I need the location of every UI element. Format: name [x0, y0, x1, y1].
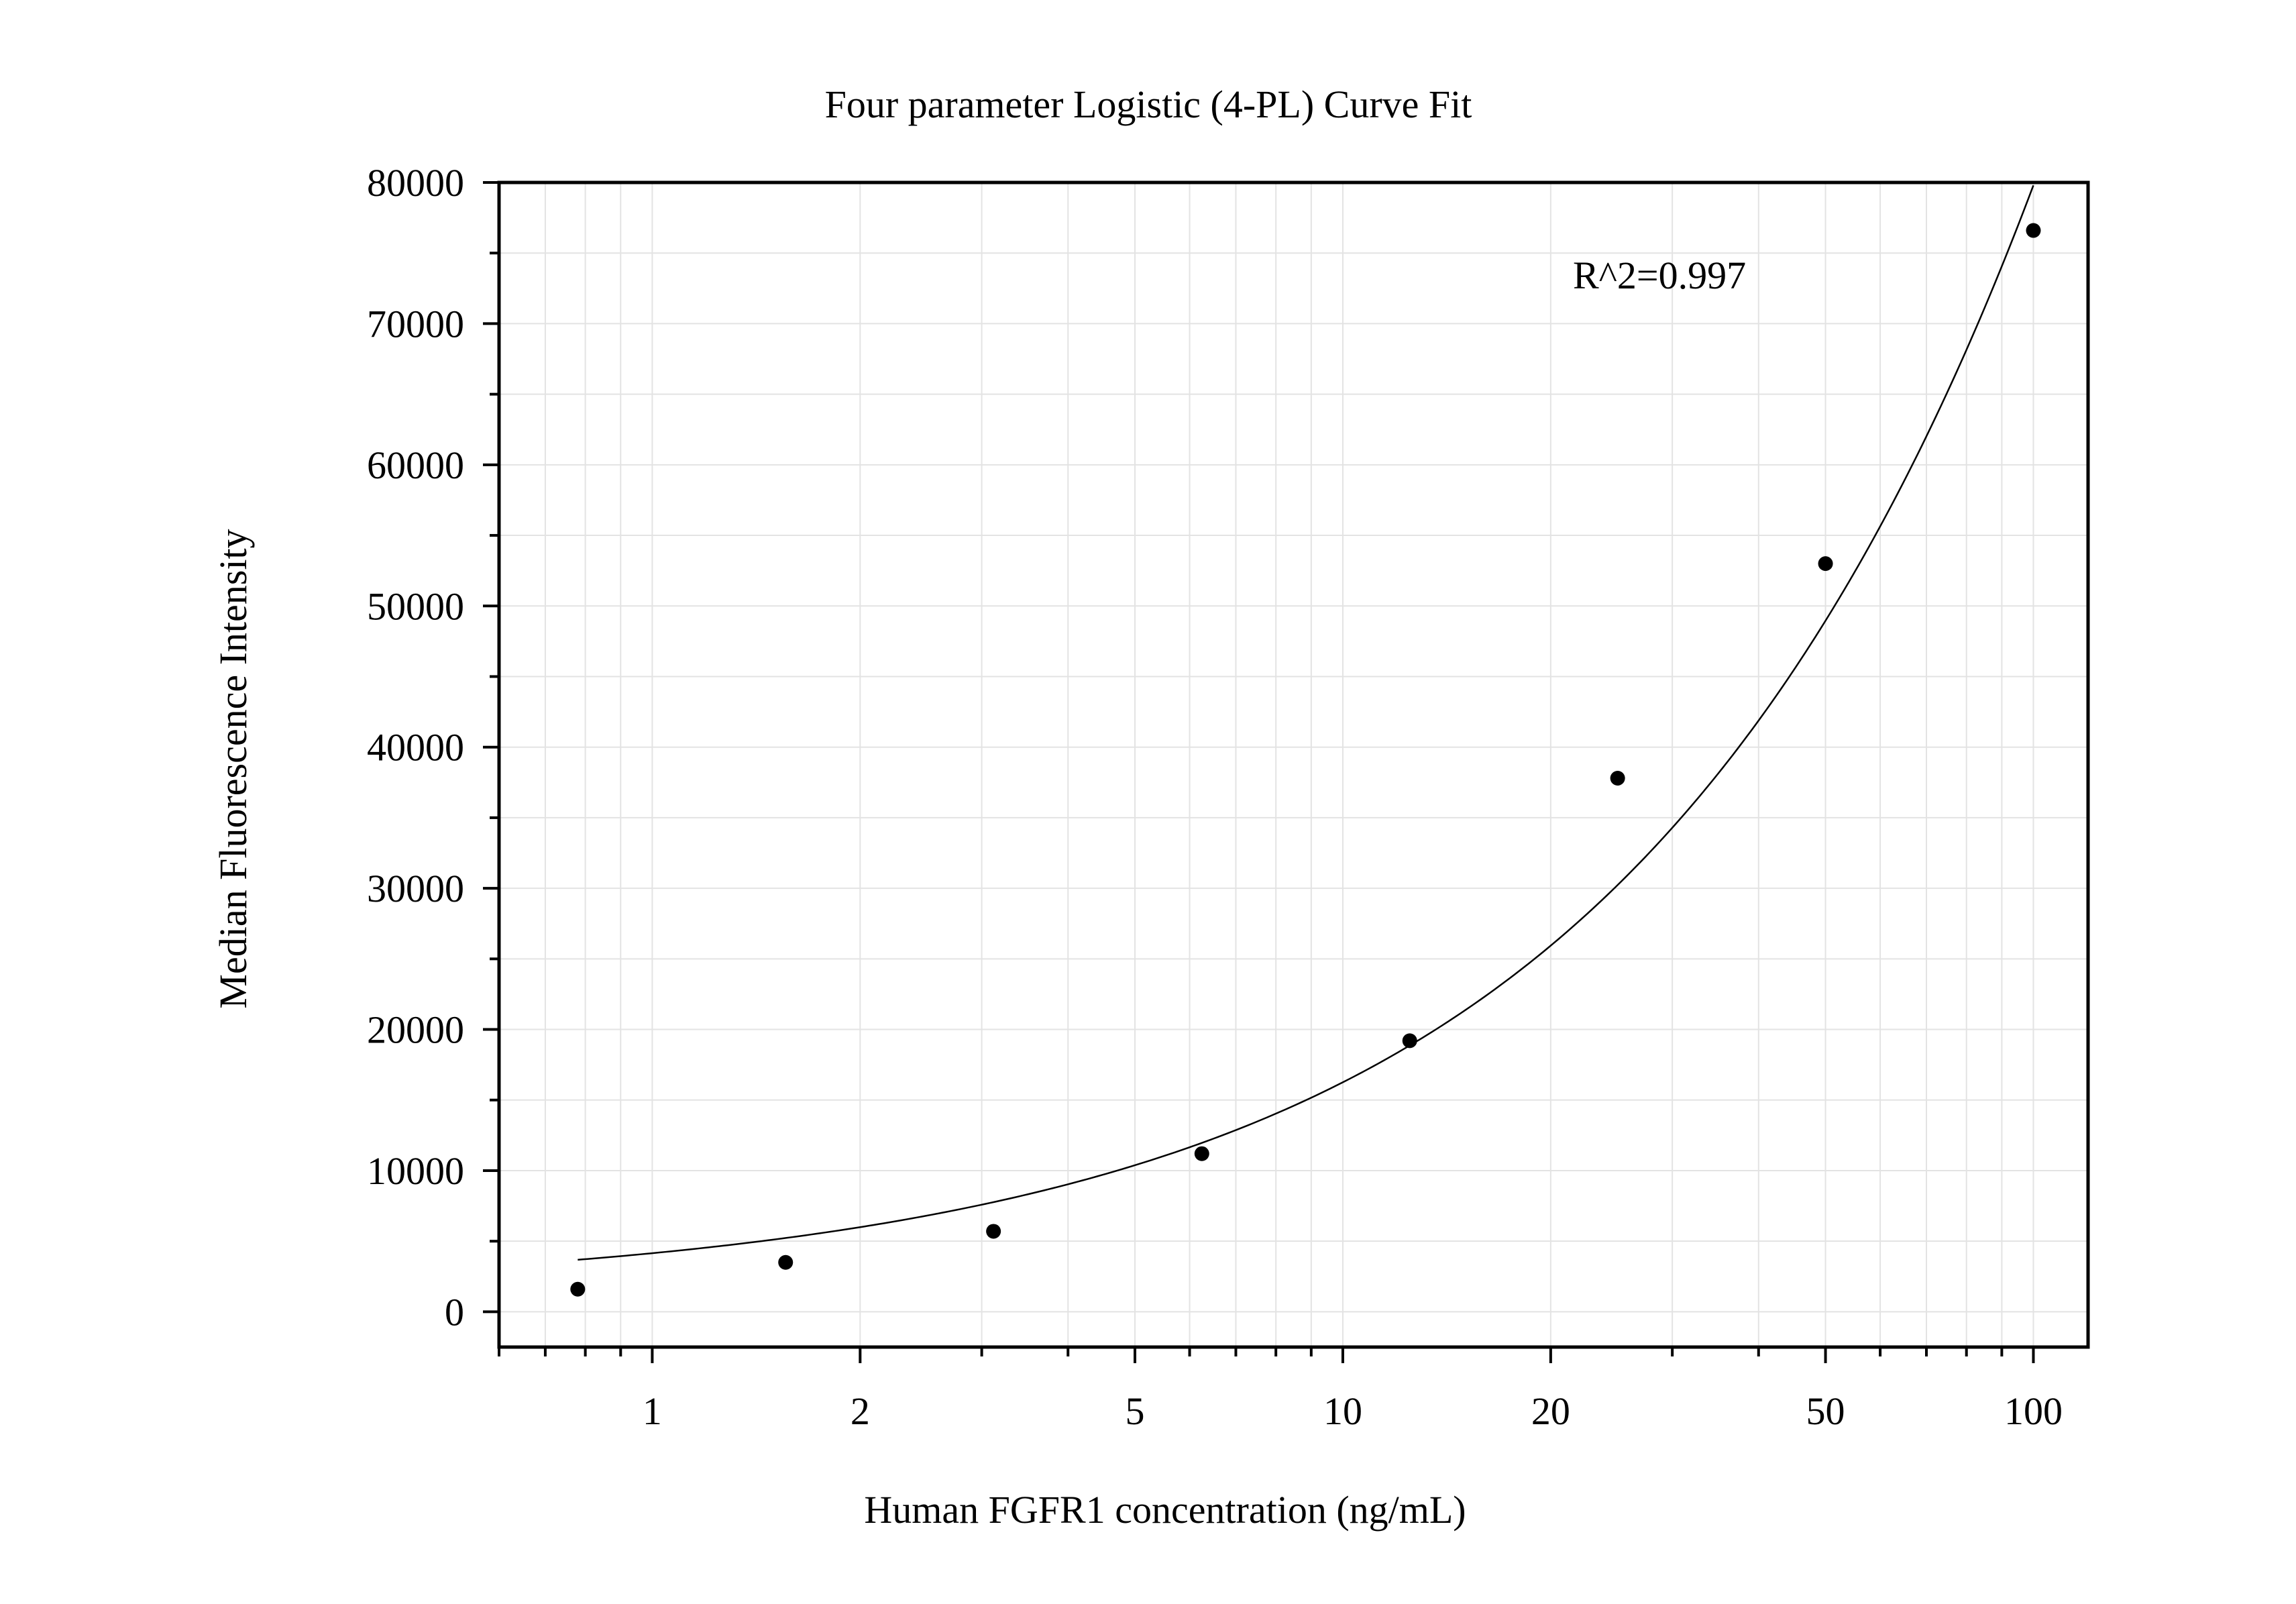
y-tick-label: 50000: [367, 584, 464, 628]
x-tick-label: 1: [643, 1389, 662, 1433]
axes: [497, 180, 2090, 1349]
y-tick-label: 70000: [367, 302, 464, 345]
data-point: [1610, 770, 1625, 786]
data-point: [1402, 1033, 1417, 1049]
x-tick-label: 20: [1531, 1389, 1570, 1433]
y-axis-label: Median Fluorescence Intensity: [211, 529, 255, 1008]
x-tick-label: 50: [1806, 1389, 1845, 1433]
grid-lines: [498, 182, 2088, 1347]
x-tick-label: 100: [2004, 1389, 2063, 1433]
r-squared-annotation: R^2=0.997: [1573, 254, 1746, 297]
data-point: [570, 1281, 586, 1297]
fit-curve: [578, 184, 2034, 1261]
data-point: [778, 1254, 794, 1270]
plot-frame: [497, 180, 2090, 1349]
fit-curve-group: [578, 184, 2034, 1261]
x-tick-label: 10: [1323, 1389, 1362, 1433]
x-axis-label: Human FGFR1 concentration (ng/mL): [864, 1488, 1466, 1532]
data-point: [1818, 556, 1833, 572]
tick-marks: [483, 181, 2035, 1363]
x-tick-label: 2: [851, 1389, 870, 1433]
y-tick-label: 60000: [367, 443, 464, 487]
data-point: [2026, 223, 2041, 238]
data-point: [986, 1224, 1001, 1239]
y-tick-label: 20000: [367, 1008, 464, 1052]
data-point: [1194, 1146, 1209, 1161]
y-tick-label: 0: [445, 1290, 464, 1334]
y-tick-label: 80000: [367, 161, 464, 205]
data-points: [570, 223, 2041, 1297]
y-tick-label: 40000: [367, 726, 464, 769]
tick-labels: 1 2 5 10 20 50 100 0 10000 20000 30000 40000 50000 60…: [367, 161, 2063, 1433]
chart-title: Four parameter Logistic (4-PL) Curve Fit: [825, 83, 1472, 126]
x-tick-label: 5: [1126, 1389, 1145, 1433]
y-tick-label: 30000: [367, 867, 464, 910]
y-tick-label: 10000: [367, 1149, 464, 1193]
